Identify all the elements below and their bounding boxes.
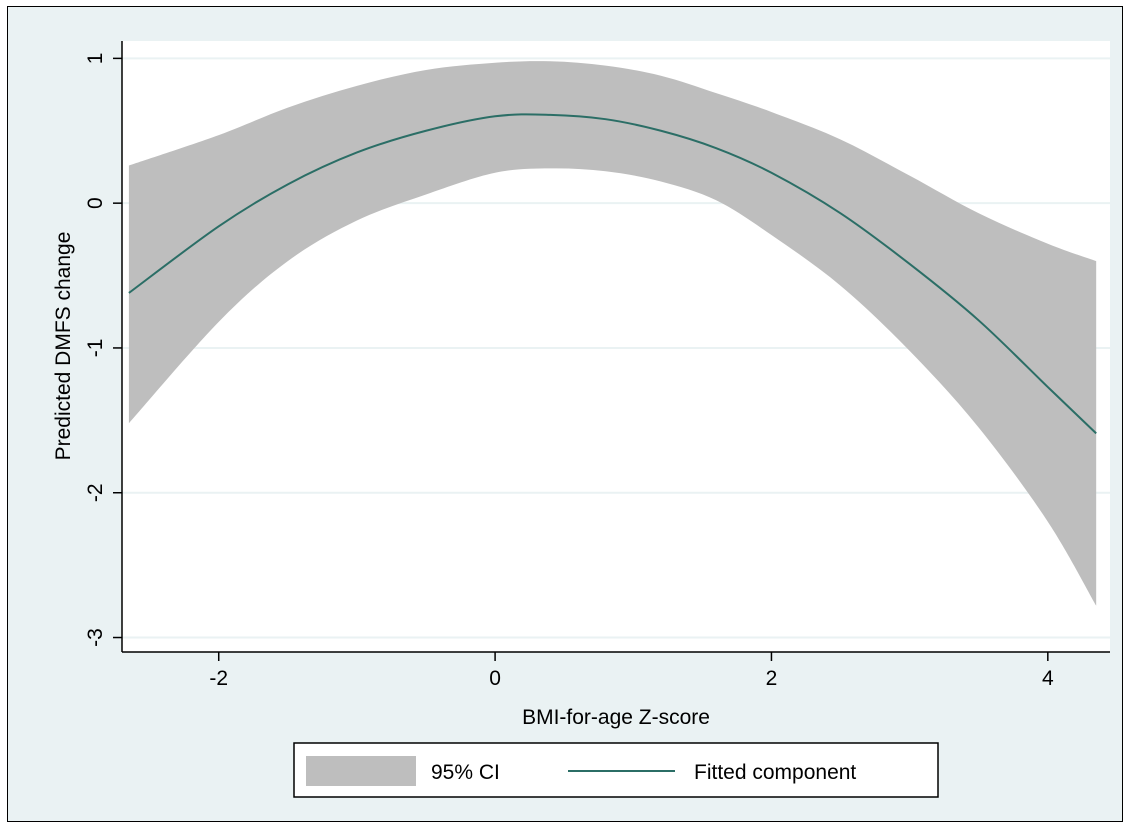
- x-axis-title: BMI-for-age Z-score: [522, 706, 710, 729]
- y-tick-label: 0: [84, 197, 107, 209]
- y-tick-label: -3: [84, 628, 107, 647]
- x-tick-label: 4: [1042, 667, 1054, 690]
- legend: 95% CI Fitted component: [293, 742, 939, 798]
- y-tick-label: -1: [84, 339, 107, 358]
- legend-label-fitted: Fitted component: [694, 761, 856, 784]
- y-tick-label: -2: [84, 483, 107, 502]
- ci-band: [128, 61, 1097, 606]
- legend-swatch-ci: [306, 756, 416, 786]
- x-tick-label: -2: [209, 667, 228, 690]
- y-axis-title: Predicted DMFS change: [52, 232, 75, 461]
- plot-marks: [128, 61, 1097, 606]
- y-tick-label: 1: [84, 53, 107, 65]
- x-tick-label: 0: [489, 667, 501, 690]
- axes: [121, 41, 1110, 653]
- ticks: 1 0 -1 -2 -3 -2 0 2 4: [84, 53, 1054, 690]
- fitted-line: [128, 113, 1097, 435]
- legend-label-ci: 95% CI: [431, 761, 500, 784]
- x-tick-label: 2: [766, 667, 778, 690]
